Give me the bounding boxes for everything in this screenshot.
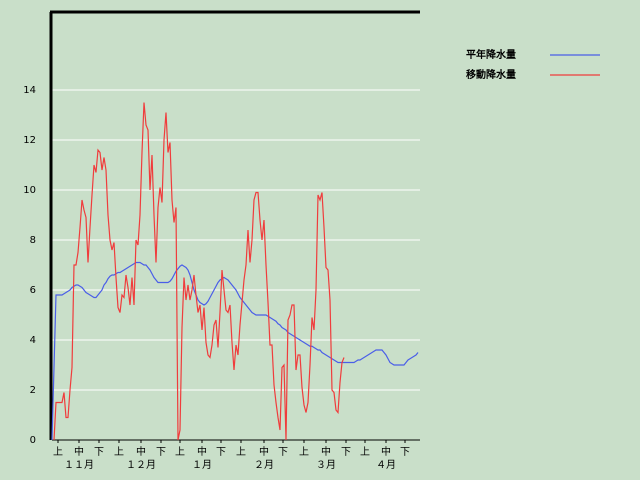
month-label: ２月: [254, 459, 274, 471]
month-label: ３月: [316, 459, 336, 471]
series-line: [51, 261, 419, 441]
x-tick-label: 上: [114, 446, 124, 458]
month-label: １月: [192, 459, 212, 471]
x-tick-label: 下: [278, 447, 288, 458]
x-tick-label: 中: [136, 445, 146, 458]
y-tick-label: 0: [30, 435, 36, 446]
x-tick-label: 中: [321, 445, 331, 458]
x-tick-label: 中: [74, 445, 84, 458]
x-tick-label: 上: [299, 446, 309, 458]
legend-label: 移動降水量: [466, 68, 516, 81]
y-tick-label: 14: [23, 85, 36, 96]
series-line: [53, 102, 345, 441]
legend-label: 平年降水量: [466, 48, 516, 61]
x-tick-label: 下: [341, 447, 351, 458]
month-label: ４月: [376, 459, 396, 471]
y-tick-label: 2: [30, 385, 36, 396]
x-tick-label: 中: [197, 445, 207, 458]
y-tick-label: 10: [23, 185, 36, 196]
x-tick-label: 中: [381, 445, 391, 458]
x-tick-label: 下: [156, 447, 166, 458]
y-tick-label: 4: [30, 335, 36, 346]
x-tick-label: 上: [360, 446, 370, 458]
x-tick-label: 中: [259, 445, 269, 458]
y-tick-label: 8: [30, 235, 36, 246]
x-tick-label: 上: [175, 446, 185, 458]
x-tick-label: 上: [236, 446, 246, 458]
x-tick-label: 下: [94, 447, 104, 458]
y-tick-label: 6: [30, 285, 36, 296]
month-label: １１月: [64, 459, 94, 471]
month-label: １２月: [126, 459, 156, 471]
y-tick-label: 12: [23, 135, 36, 146]
x-tick-label: 下: [400, 447, 410, 458]
x-tick-label: 下: [216, 447, 226, 458]
x-tick-label: 上: [53, 446, 63, 458]
